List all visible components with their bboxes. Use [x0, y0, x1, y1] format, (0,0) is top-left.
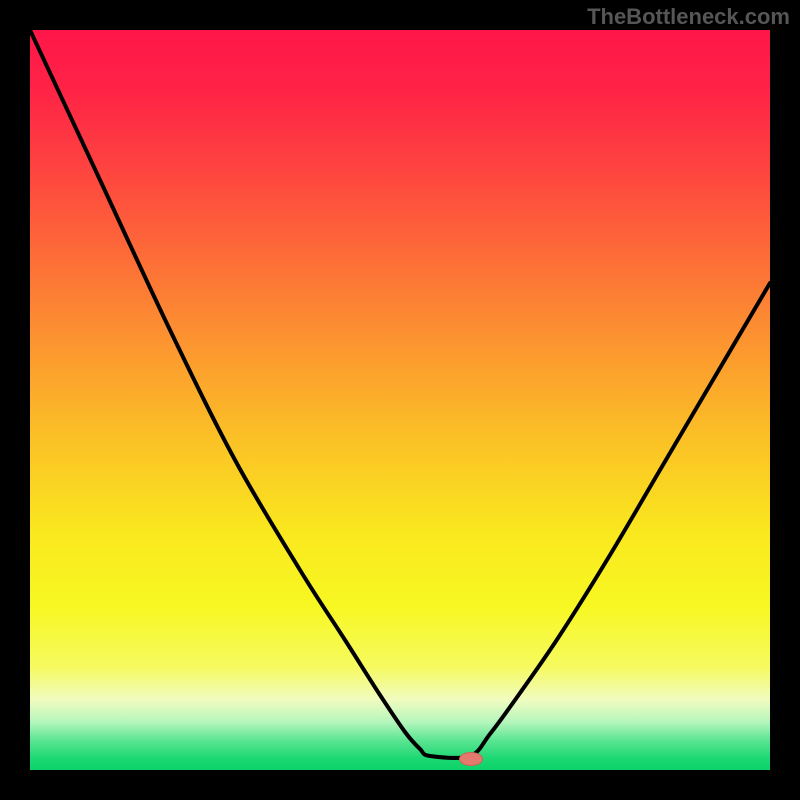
- chart-container: TheBottleneck.com: [0, 0, 800, 800]
- plot-area: [30, 30, 770, 770]
- watermark-text: TheBottleneck.com: [587, 4, 790, 30]
- optimal-point-marker: [459, 752, 483, 766]
- bottleneck-curve: [30, 30, 770, 770]
